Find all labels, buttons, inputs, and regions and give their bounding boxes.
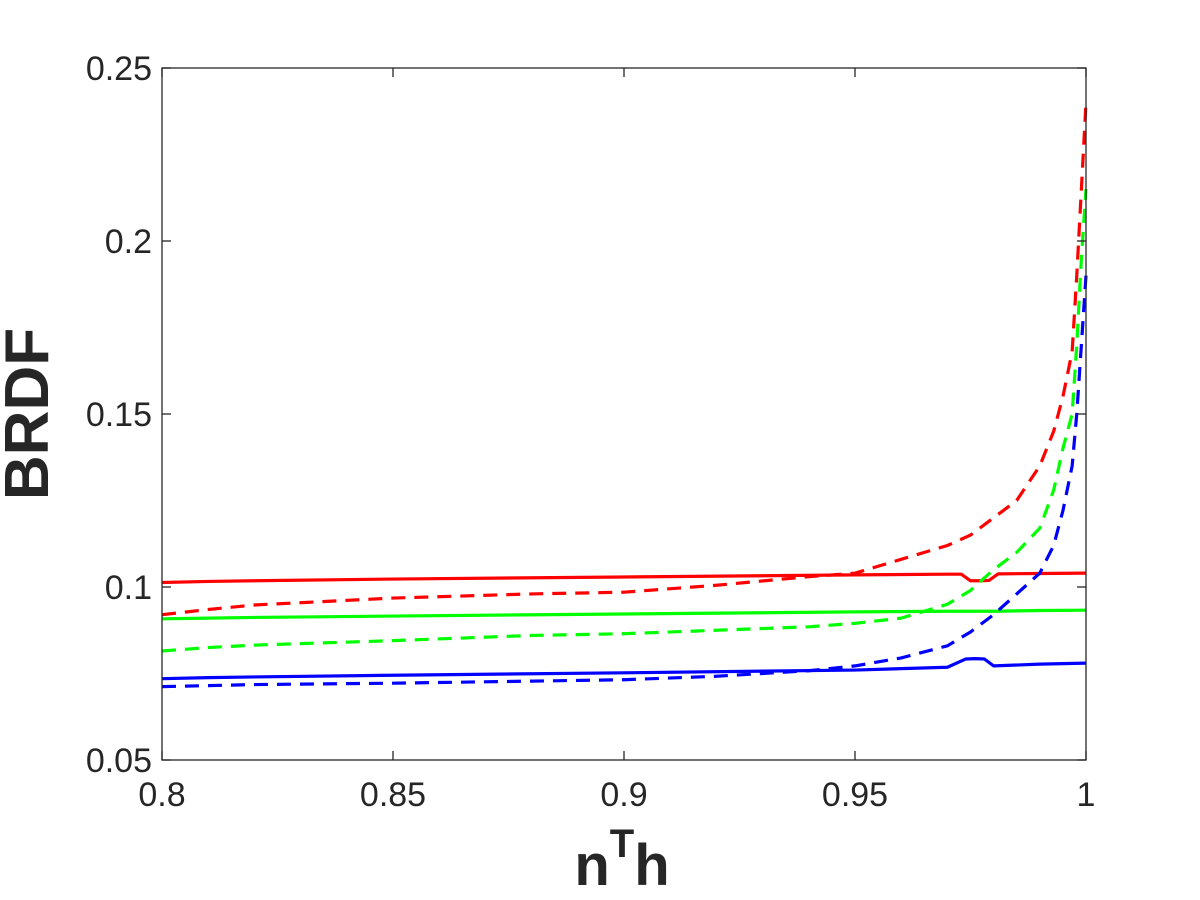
x-tick-label: 0.95	[822, 776, 888, 814]
x-tick-label: 0.9	[600, 776, 647, 814]
series-line-3	[161, 608, 1087, 621]
x-axis-title-base: n	[574, 833, 609, 898]
y-axis-ticks: 0.05 0.1 0.15 0.2 0.25	[86, 50, 1086, 780]
y-tick-label: 0.15	[86, 396, 152, 434]
y-axis-title: BRDF	[0, 328, 62, 500]
series-line-5	[161, 657, 1087, 681]
series-line-2	[161, 102, 1088, 617]
x-axis-title-superscript: T	[610, 822, 634, 866]
x-axis-title: nTh	[574, 822, 669, 898]
x-tick-label: 1	[1077, 776, 1096, 814]
series-layer	[161, 102, 1088, 689]
x-axis-ticks: 0.8 0.85 0.9 0.95 1	[138, 68, 1095, 814]
y-tick-label: 0.2	[105, 223, 152, 261]
x-axis-title-suffix: h	[634, 833, 669, 898]
y-tick-label: 0.25	[86, 50, 152, 88]
y-tick-label: 0.1	[105, 569, 152, 607]
series-line-4	[161, 188, 1088, 653]
x-tick-label: 0.85	[360, 776, 426, 814]
x-tick-label: 0.8	[138, 776, 185, 814]
series-line-6	[161, 275, 1088, 689]
y-tick-label: 0.05	[86, 742, 152, 780]
series-line-1	[161, 571, 1087, 585]
plot-area	[162, 68, 1086, 760]
